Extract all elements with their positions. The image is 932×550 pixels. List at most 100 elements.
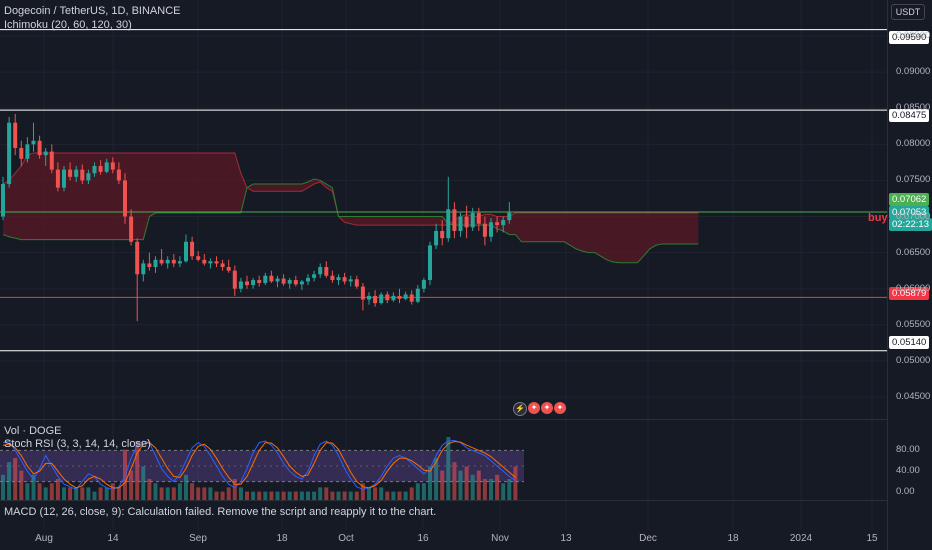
volume-bar	[495, 474, 500, 500]
macd-error-legend[interactable]: MACD (12, 26, close, 9): Calculation fai…	[4, 506, 437, 518]
us-flag-icon[interactable]: ✦	[554, 402, 566, 414]
candle-body	[440, 230, 445, 239]
volume-bar	[116, 487, 121, 500]
volume-bar	[336, 491, 341, 500]
price-axis-tick: 0.05500	[896, 318, 931, 330]
volume-bar	[245, 491, 249, 500]
time-axis-tick: 15	[866, 533, 878, 544]
candle-body	[397, 295, 402, 299]
candle-body	[25, 144, 30, 159]
volume-bar	[55, 479, 60, 500]
candle-body	[336, 277, 341, 281]
volume-bar	[68, 487, 73, 500]
volume-bar	[74, 487, 79, 500]
bar-countdown-label: 02:22:13	[889, 218, 932, 231]
candle-body	[226, 267, 231, 271]
candle-body	[385, 294, 390, 301]
volume-bar	[62, 487, 66, 500]
upper-resistance-label: 0.09590	[889, 31, 930, 44]
volume-bar	[513, 466, 518, 500]
volume-bar	[226, 487, 231, 500]
volume-bar	[379, 487, 384, 500]
candle-body	[269, 275, 274, 282]
volume-bar	[415, 483, 420, 500]
volume-bar	[281, 491, 286, 500]
volume-bar	[147, 479, 152, 500]
candle-body	[379, 294, 384, 304]
candle-body	[202, 259, 207, 264]
volume-bar	[501, 483, 506, 500]
volume-bar	[263, 491, 268, 500]
volume-bar	[7, 462, 12, 500]
symbol-title[interactable]: Dogecoin / TetherUS, 1D, BINANCE	[4, 5, 181, 17]
candle-body	[452, 209, 457, 231]
us-flag-icon[interactable]: ✦	[528, 402, 540, 414]
us-flag-icon[interactable]: ✦	[541, 402, 553, 414]
candle-body	[495, 222, 500, 226]
candle-body	[92, 166, 97, 174]
volume-bar	[507, 479, 512, 500]
candle-body	[98, 166, 103, 172]
volume-bar	[165, 487, 170, 500]
candle-body	[415, 288, 420, 302]
event-icons: ⚡ ✦ ✦ ✦	[513, 402, 567, 416]
candle-body	[141, 263, 146, 275]
candle-body	[501, 220, 506, 226]
volume-bar	[464, 466, 469, 500]
candle-body	[482, 223, 487, 237]
price-axis-tick: 0.08500	[896, 102, 931, 114]
volume-bar	[409, 487, 414, 500]
candle-body	[373, 295, 378, 304]
candle-body	[19, 147, 24, 159]
time-axis-tick: 2024	[789, 533, 813, 544]
volume-bar	[299, 491, 304, 500]
ichimoku-lead-b	[2, 178, 699, 264]
lightning-icon[interactable]: ⚡	[513, 402, 527, 416]
time-axis-tick: 14	[107, 533, 119, 544]
volume-bar	[287, 491, 292, 500]
volume-bar	[31, 474, 36, 500]
volume-bar	[129, 470, 134, 500]
volume-bar	[434, 458, 439, 500]
time-axis-tick: 18	[276, 533, 288, 544]
candle-body	[342, 277, 347, 282]
volume-bar	[367, 487, 371, 500]
time-axis-tick: 18	[727, 533, 739, 544]
volume-bar	[171, 487, 176, 500]
candle-body	[49, 151, 54, 170]
stoch-axis-tick: 40.00	[896, 465, 920, 477]
candle-body	[74, 169, 79, 177]
volume-bar	[428, 466, 432, 500]
candle-body	[55, 169, 60, 188]
candle-body	[354, 279, 359, 287]
volume-bar	[330, 491, 335, 500]
candle-body	[135, 241, 140, 275]
ichimoku-legend[interactable]: Ichimoku (20, 60, 120, 30)	[4, 19, 132, 31]
pane-separator	[0, 500, 887, 501]
candle-body	[110, 162, 115, 170]
volume-bar	[37, 483, 42, 500]
last-price-label: 0.07062	[889, 193, 930, 206]
support-label: 0.05879	[889, 287, 930, 300]
time-axis-tick: Nov	[491, 533, 509, 544]
volume-bar	[421, 483, 426, 500]
ichimoku-lead-a	[2, 152, 699, 226]
volume-bar	[354, 491, 359, 500]
volume-bar	[476, 470, 481, 500]
volume-bar	[403, 491, 408, 500]
candle-body	[159, 259, 164, 264]
volume-bar	[458, 470, 463, 500]
candle-body	[330, 275, 335, 281]
volume-bar	[342, 491, 347, 500]
candle-body	[123, 180, 127, 217]
volume-legend[interactable]: Vol · DOGE	[4, 425, 62, 437]
volume-bar	[360, 483, 365, 500]
candle-body	[165, 259, 170, 264]
candle-body	[318, 267, 323, 275]
stoch-axis-tick: 0.00	[896, 486, 915, 497]
candle-body	[7, 122, 12, 185]
candle-body	[190, 241, 195, 257]
stoch-rsi-legend[interactable]: Stoch RSI (3, 3, 14, 14, close)	[4, 438, 151, 450]
currency-button[interactable]: USDT	[891, 4, 925, 20]
